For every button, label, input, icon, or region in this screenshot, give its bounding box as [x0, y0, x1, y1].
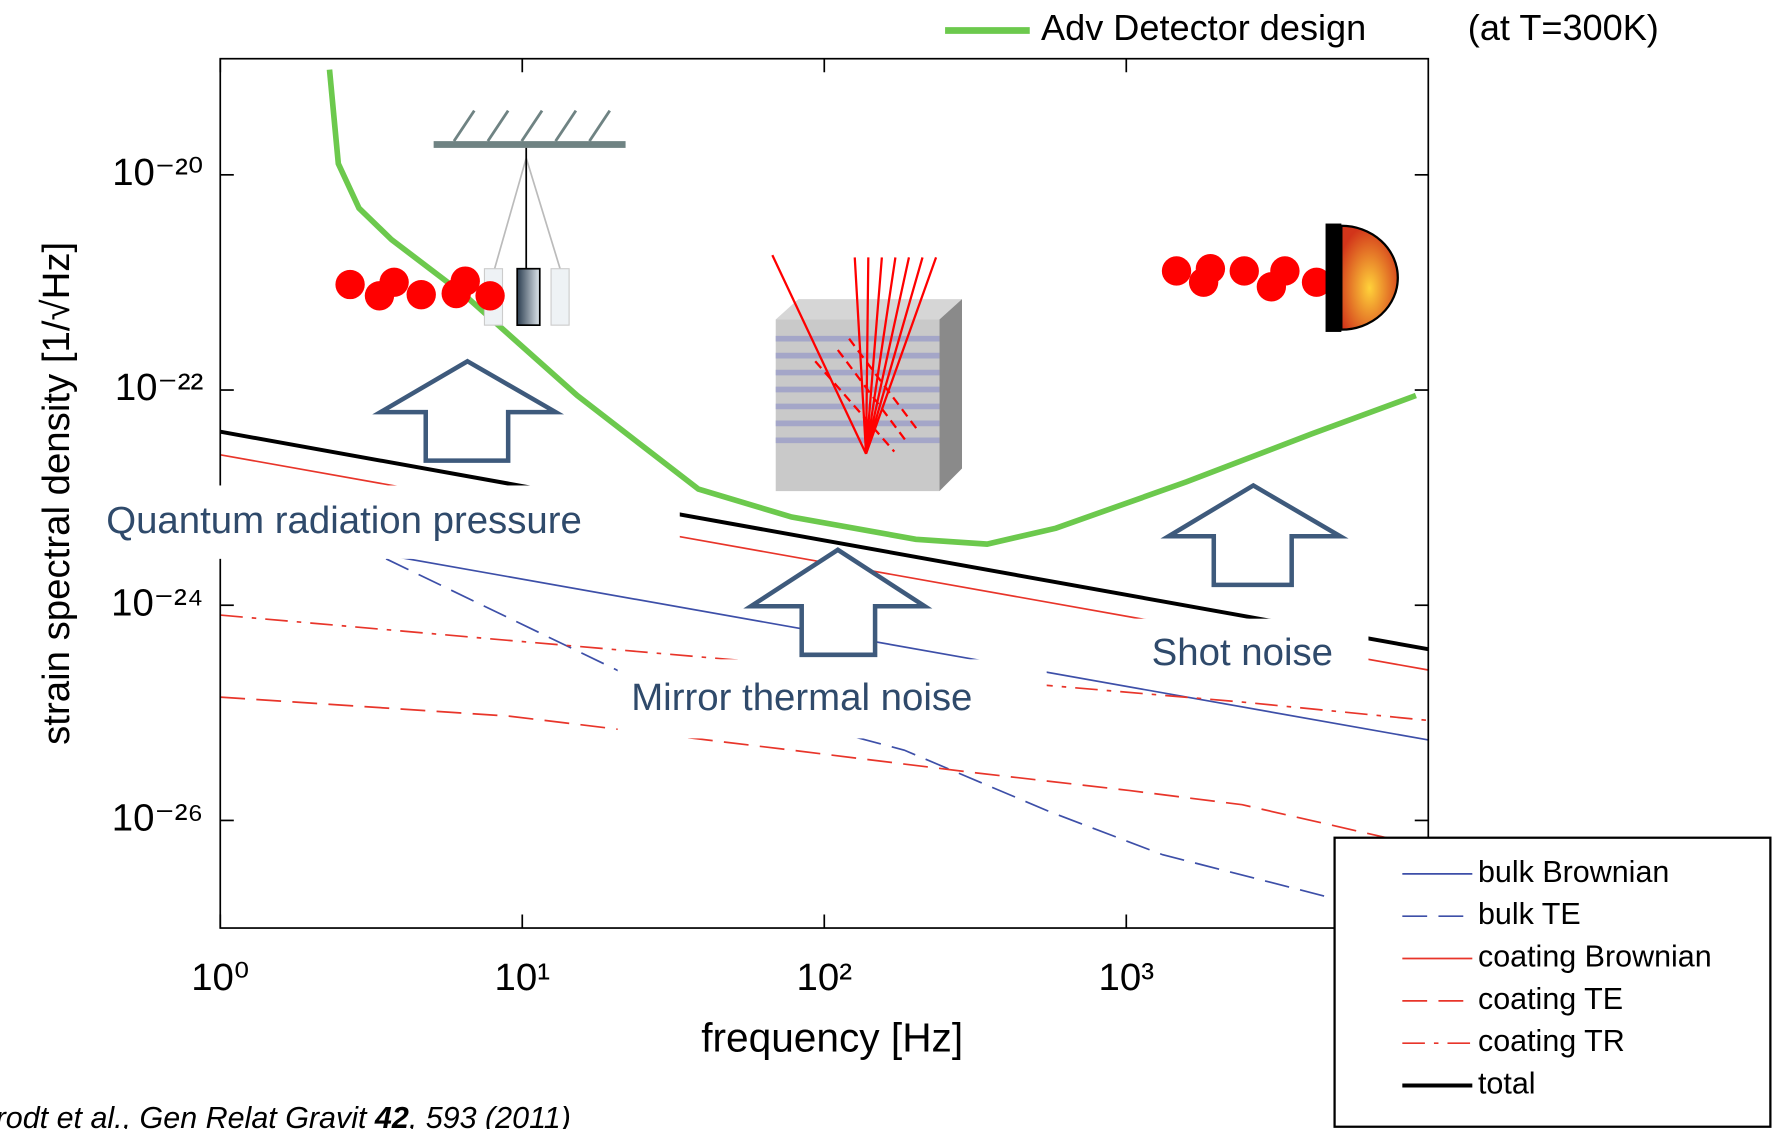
legend-label: total: [1478, 1067, 1536, 1101]
x-tick-label: 10¹: [495, 956, 550, 999]
x-axis-label: frequency [Hz]: [701, 1015, 963, 1061]
page: Quantum radiation pressure Mirror therma…: [0, 0, 1775, 1129]
legend-label: Adv Detector design: [1041, 7, 1366, 48]
y-tick-label: 10⁻²⁴: [111, 581, 203, 624]
legend-label: coating TR: [1478, 1024, 1625, 1058]
citation-text: rodt et al., Gen Relat Gravit: [0, 1101, 375, 1129]
legend-label: bulk Brownian: [1478, 855, 1669, 889]
legend-label: bulk TE: [1478, 897, 1581, 931]
x-tick-label: 10⁰: [191, 956, 249, 999]
chart: Quantum radiation pressure Mirror therma…: [0, 0, 1775, 1129]
x-tick-label: 10²: [797, 956, 853, 999]
legend-label: coating TE: [1478, 982, 1623, 1016]
legend-label: coating Brownian: [1478, 940, 1712, 974]
annotation: Shot noise: [1152, 631, 1333, 674]
y-tick-label: 10⁻²²: [115, 366, 204, 409]
x-tick-label: 10³: [1099, 956, 1155, 999]
annotation: Quantum radiation pressure: [106, 499, 582, 542]
design-note: (at T=300K): [1468, 7, 1659, 48]
citation: rodt et al., Gen Relat Gravit 42, 593 (2…: [0, 1101, 571, 1129]
annotation: Mirror thermal noise: [631, 676, 972, 719]
y-tick-label: 10⁻²⁰: [112, 151, 203, 194]
y-tick-label: 10⁻²⁶: [112, 797, 204, 840]
legend: bulk Brownian bulk TE coating Brownian coat…: [1335, 838, 1771, 1127]
y-axis-label: strain spectral density [1/√Hz]: [35, 242, 78, 745]
citation-text: , 593 (2011): [409, 1101, 571, 1129]
citation-volume: 42: [374, 1101, 409, 1129]
